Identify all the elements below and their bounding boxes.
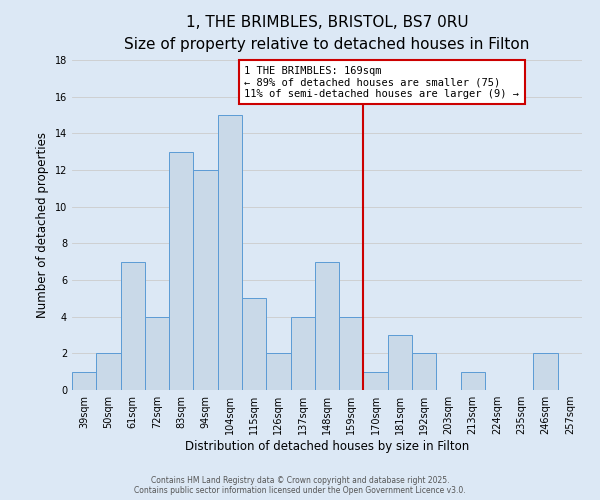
Bar — [290, 316, 315, 390]
Bar — [461, 372, 485, 390]
Bar — [533, 354, 558, 390]
Title: 1, THE BRIMBLES, BRISTOL, BS7 0RU
Size of property relative to detached houses i: 1, THE BRIMBLES, BRISTOL, BS7 0RU Size o… — [124, 14, 530, 52]
Bar — [315, 262, 339, 390]
Bar — [218, 115, 242, 390]
Bar — [121, 262, 145, 390]
Y-axis label: Number of detached properties: Number of detached properties — [36, 132, 49, 318]
Bar — [242, 298, 266, 390]
Text: Contains HM Land Registry data © Crown copyright and database right 2025.
Contai: Contains HM Land Registry data © Crown c… — [134, 476, 466, 495]
Bar — [72, 372, 96, 390]
Bar — [96, 354, 121, 390]
Bar — [364, 372, 388, 390]
Bar — [145, 316, 169, 390]
Bar — [388, 335, 412, 390]
Bar — [193, 170, 218, 390]
Bar — [266, 354, 290, 390]
Bar — [412, 354, 436, 390]
X-axis label: Distribution of detached houses by size in Filton: Distribution of detached houses by size … — [185, 440, 469, 453]
Text: 1 THE BRIMBLES: 169sqm
← 89% of detached houses are smaller (75)
11% of semi-det: 1 THE BRIMBLES: 169sqm ← 89% of detached… — [244, 66, 520, 98]
Bar — [339, 316, 364, 390]
Bar — [169, 152, 193, 390]
